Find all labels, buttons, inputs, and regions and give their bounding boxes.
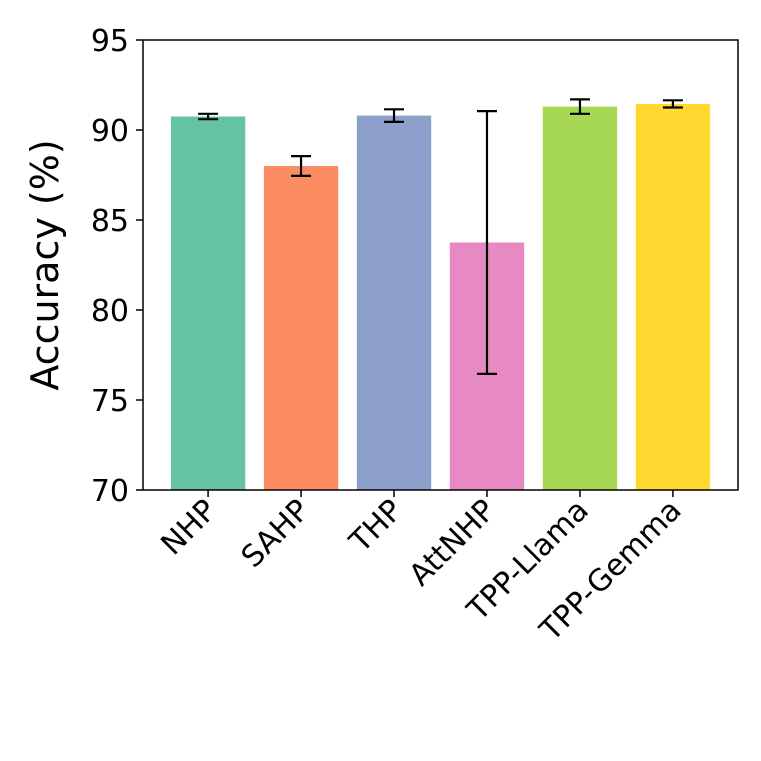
error-bar-nhp [198, 112, 219, 121]
bar-sahp [263, 166, 339, 490]
y-tick-label: 90 [91, 114, 129, 149]
error-bars-group [198, 98, 683, 375]
y-axis-ticks: 70 75 80 85 90 95 [91, 24, 143, 509]
error-bar-attnhp [476, 109, 497, 375]
x-tick-label-thp: THP [343, 493, 410, 560]
error-bar-thp [384, 108, 405, 124]
y-tick-label: 95 [91, 24, 129, 59]
error-bar-tpp-llama [569, 98, 590, 115]
bar-thp [356, 115, 432, 490]
bars-group [170, 103, 711, 491]
plot-frame [142, 39, 739, 491]
bar-tpp-gemma [635, 103, 711, 491]
y-tick-label: 85 [91, 204, 129, 239]
bar-tpp-llama [542, 106, 618, 490]
y-axis-label: Accuracy (%) [23, 139, 67, 390]
y-tick-label: 80 [91, 294, 129, 329]
x-tick-label-sahp: SAHP [235, 493, 317, 575]
bar-nhp [170, 116, 246, 490]
y-tick-label: 75 [91, 384, 129, 419]
error-bar-sahp [291, 155, 312, 177]
x-tick-label-nhp: NHP [154, 493, 223, 562]
y-tick-label: 70 [91, 474, 129, 509]
error-bar-tpp-gemma [662, 99, 683, 109]
